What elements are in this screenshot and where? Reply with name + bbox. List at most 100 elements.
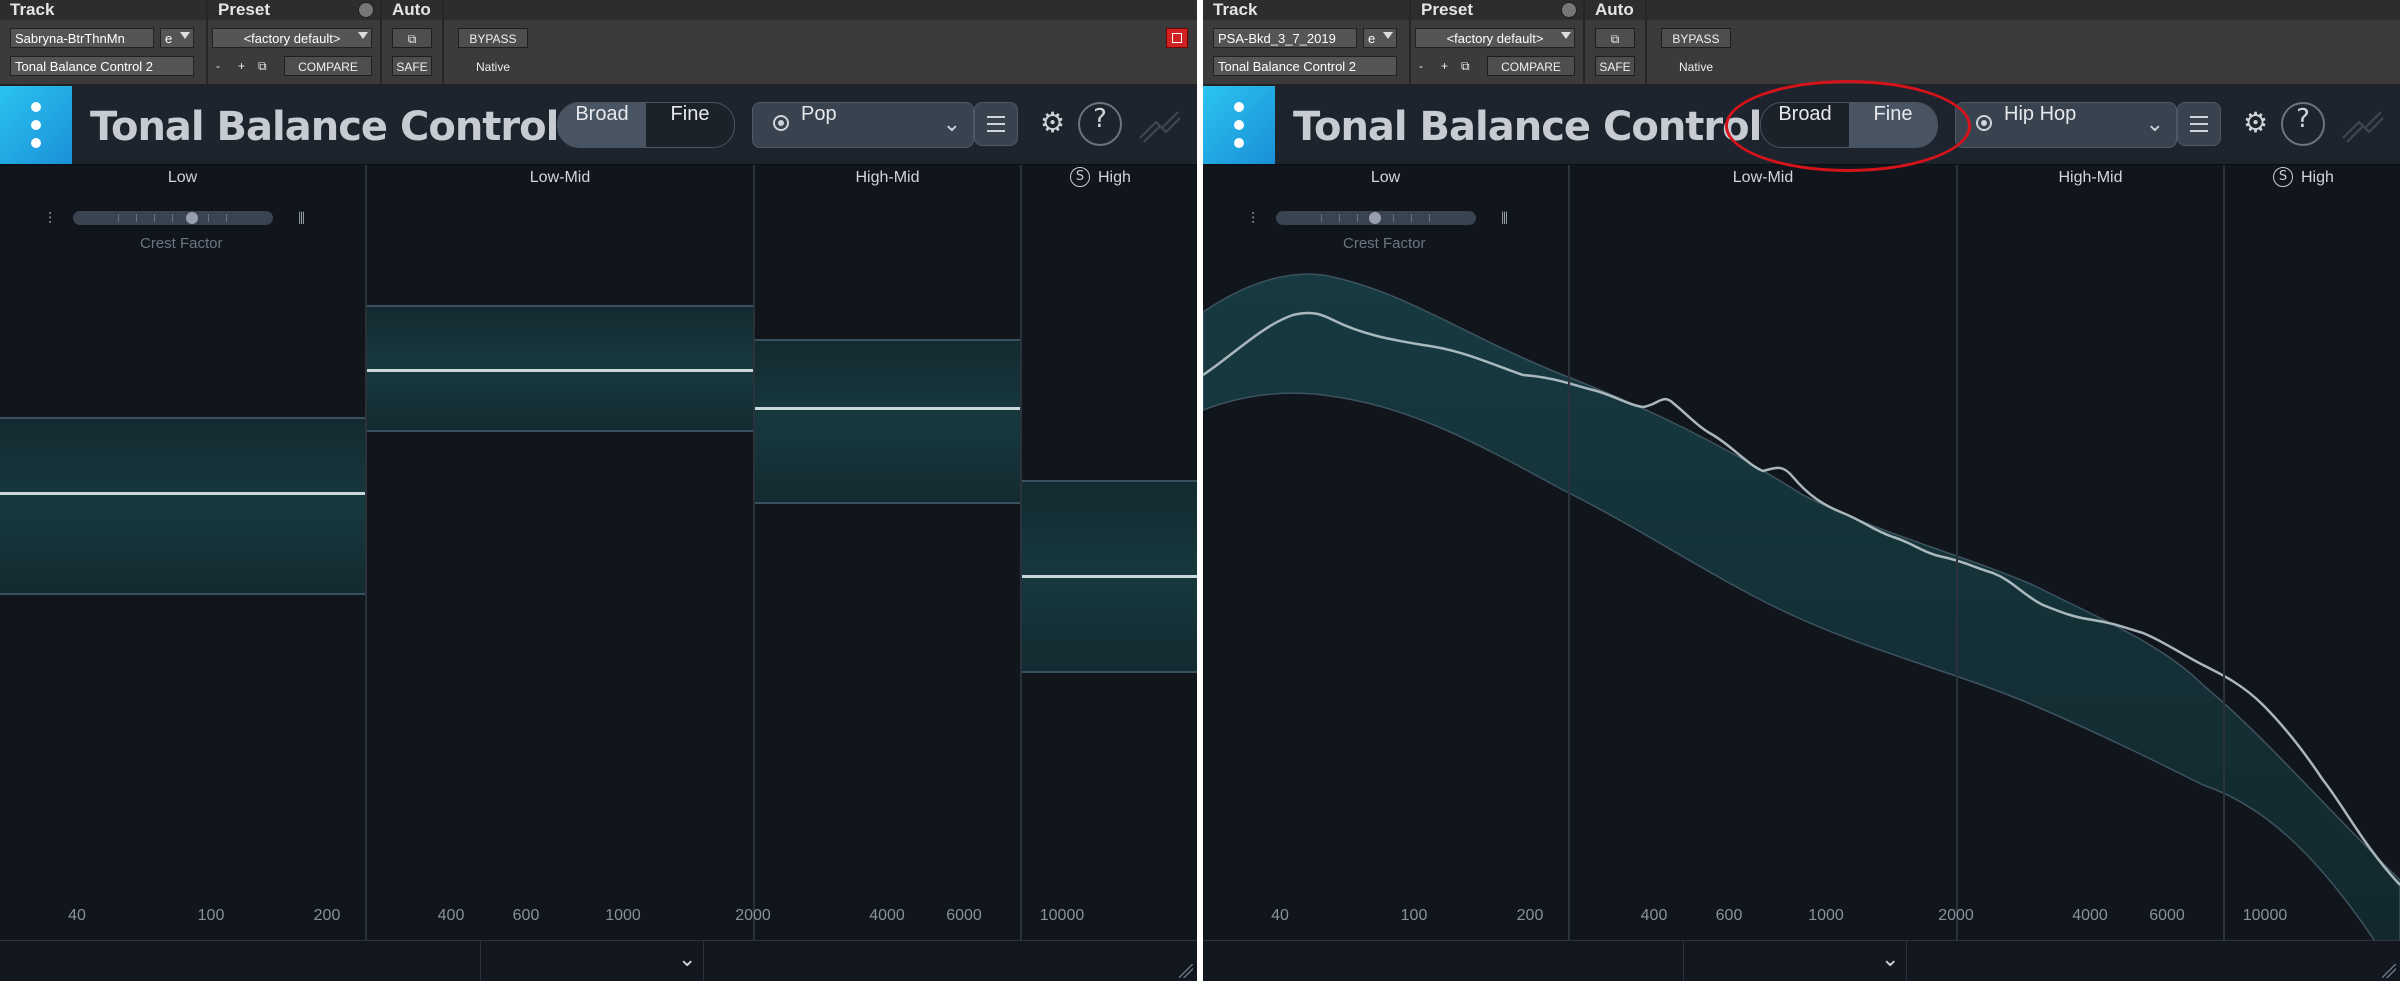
bypass-section: BYPASS Native — [444, 0, 1197, 84]
solo-icon[interactable]: S — [2273, 167, 2293, 187]
blank-title — [444, 0, 1197, 20]
band-divider — [1020, 165, 1022, 940]
relay-link-icon[interactable] — [2339, 108, 2385, 144]
track-name-select[interactable]: PSA-Bkd_3_7_2019 — [1213, 28, 1357, 48]
automation-icon[interactable]: ⧉ — [1595, 28, 1635, 48]
bypass-button[interactable]: BYPASS — [458, 28, 528, 48]
target-menu-button[interactable] — [974, 102, 1018, 146]
preset-select[interactable]: <factory default> — [1415, 28, 1575, 48]
freq-label: 10000 — [2242, 907, 2288, 924]
crest-knob[interactable] — [1369, 212, 1381, 224]
settings-gear-icon[interactable]: ⚙ — [2243, 106, 2269, 139]
preset-plus-button[interactable]: + — [238, 59, 246, 73]
solo-icon[interactable]: S — [1070, 167, 1090, 187]
plugin-title: Tonal Balance Control — [90, 104, 559, 150]
help-button[interactable]: ? — [1078, 102, 1122, 146]
plugin-toolbar: Tonal Balance Control Broad Fine Hip Hop… — [1203, 86, 2400, 165]
freq-label: 400 — [437, 907, 465, 924]
settings-gear-icon[interactable]: ⚙ — [1040, 106, 1066, 139]
compare-button[interactable]: COMPARE — [1487, 56, 1575, 76]
auto-label: Auto — [382, 0, 442, 20]
track-section: Track Sabryna-BtrThnMn e Tonal Balance C… — [0, 0, 206, 84]
resize-grip-icon[interactable] — [2382, 964, 2396, 978]
track-name-select[interactable]: Sabryna-BtrThnMn — [10, 28, 154, 48]
relay-link-icon[interactable] — [1136, 108, 1182, 144]
insert-select[interactable]: Tonal Balance Control 2 — [10, 56, 194, 76]
target-select[interactable]: Hip Hop ⌄ — [1955, 102, 2177, 148]
safe-button[interactable]: SAFE — [1595, 56, 1635, 76]
izotope-logo[interactable] — [0, 86, 72, 164]
current-level-low — [0, 492, 365, 495]
dropdown-arrow-icon — [1383, 32, 1393, 39]
resize-grip-icon[interactable] — [1179, 964, 1193, 978]
band-divider — [1956, 165, 1958, 940]
safe-button[interactable]: SAFE — [392, 56, 432, 76]
view-toggle: Broad Fine — [557, 102, 735, 148]
divider — [1583, 0, 1585, 84]
track-e-select[interactable]: e — [1363, 28, 1397, 48]
current-level-high-mid — [755, 407, 1020, 410]
chevron-down-icon: ⌄ — [2145, 112, 2164, 137]
logo-dot — [31, 138, 41, 148]
band-divider — [753, 165, 755, 940]
dropdown-arrow-icon — [1561, 32, 1571, 39]
preset-menu-icon[interactable] — [1561, 2, 1577, 18]
compare-button[interactable]: COMPARE — [284, 56, 372, 76]
divider — [703, 941, 704, 981]
freq-label: 40 — [1271, 907, 1289, 924]
target-icon — [1976, 115, 1992, 131]
divider — [1409, 0, 1411, 84]
fine-button[interactable]: Fine — [1849, 103, 1937, 147]
target-select[interactable]: Pop ⌄ — [752, 102, 974, 148]
target-window-icon[interactable] — [1166, 28, 1188, 48]
target-icon — [773, 115, 789, 131]
plugin-footer: ⌄ — [0, 940, 1197, 981]
preset-select[interactable]: <factory default> — [212, 28, 372, 48]
bypass-section: BYPASS Native — [1647, 0, 2400, 84]
broad-button[interactable]: Broad — [558, 103, 646, 147]
preset-minus-button[interactable]: - — [1419, 59, 1423, 73]
automation-icon[interactable]: ⧉ — [392, 28, 432, 48]
native-label: Native — [1661, 56, 1731, 76]
help-button[interactable]: ? — [2281, 102, 2325, 146]
freq-label: 200 — [313, 907, 341, 924]
target-range-low — [0, 417, 365, 595]
target-menu-button[interactable] — [2177, 102, 2221, 146]
copy-settings-icon[interactable]: ⧉ — [1461, 59, 1470, 73]
crest-high-icon: ⦀ — [298, 209, 306, 228]
freq-label: 200 — [1516, 907, 1544, 924]
expand-chevron-icon[interactable]: ⌄ — [678, 947, 697, 972]
logo-dot — [31, 102, 41, 112]
divider — [480, 941, 481, 981]
freq-label: 10000 — [1039, 907, 1085, 924]
freq-label: 40 — [68, 907, 86, 924]
preset-label: Preset — [208, 0, 380, 20]
target-value: Pop — [801, 103, 837, 125]
copy-settings-icon[interactable]: ⧉ — [258, 59, 267, 73]
protools-header: Track PSA-Bkd_3_7_2019 e Tonal Balance C… — [1203, 0, 2400, 86]
band-label-low-mid: Low-Mid — [1732, 169, 1794, 186]
band-divider — [365, 165, 367, 940]
hamburger-icon — [987, 116, 1005, 132]
crest-factor-label: Crest Factor — [1343, 235, 1426, 252]
target-range-high — [1022, 480, 1197, 673]
plugin-toolbar: Tonal Balance Control Broad Fine Pop ⌄ ⚙… — [0, 86, 1197, 165]
band-label-low: Low — [1370, 169, 1401, 186]
bypass-button[interactable]: BYPASS — [1661, 28, 1731, 48]
expand-chevron-icon[interactable]: ⌄ — [1881, 947, 1900, 972]
freq-label: 1000 — [1808, 907, 1844, 924]
izotope-logo[interactable] — [1203, 86, 1275, 164]
preset-minus-button[interactable]: - — [216, 59, 220, 73]
broad-button[interactable]: Broad — [1761, 103, 1849, 147]
track-label: Track — [1203, 0, 1409, 20]
dropdown-arrow-icon — [180, 32, 190, 39]
preset-menu-icon[interactable] — [358, 2, 374, 18]
preset-section: Preset <factory default> - + ⧉ COMPARE — [1411, 0, 1583, 84]
track-e-select[interactable]: e — [160, 28, 194, 48]
crest-knob[interactable] — [186, 212, 198, 224]
preset-plus-button[interactable]: + — [1441, 59, 1449, 73]
insert-select[interactable]: Tonal Balance Control 2 — [1213, 56, 1397, 76]
fine-button[interactable]: Fine — [646, 103, 734, 147]
target-range-low-mid — [367, 305, 753, 432]
preset-value: <factory default> — [243, 31, 341, 46]
